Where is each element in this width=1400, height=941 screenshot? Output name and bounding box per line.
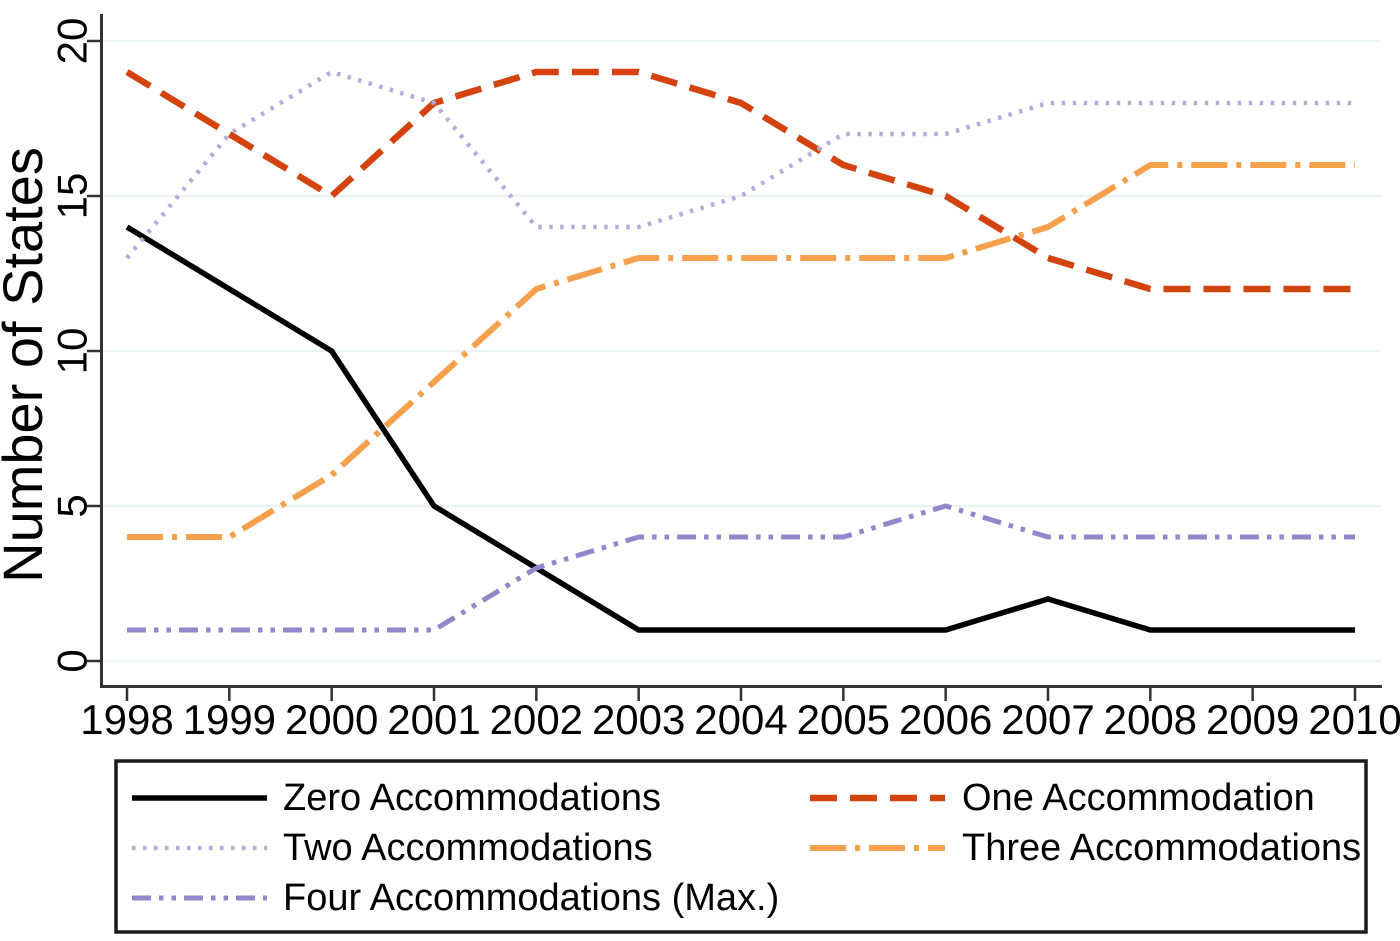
- series-line-three-accommodations: [127, 162, 1355, 540]
- y-axis-ticks: 0 5 10 15 20: [49, 18, 101, 673]
- x-tick-label: 2008: [1104, 696, 1197, 743]
- x-tick-label: 2010: [1308, 696, 1400, 743]
- x-tick-label: 2004: [694, 696, 787, 743]
- x-tick-label: 2000: [285, 696, 378, 743]
- x-axis-ticks: 1998 1999 2000 2001 2002 2003 2004 2005 2006 2007…: [80, 687, 1400, 743]
- x-tick-label: 2001: [387, 696, 480, 743]
- x-tick-label: 2009: [1206, 696, 1299, 743]
- x-tick-label: 1999: [183, 696, 276, 743]
- legend-label-four-accommodations-max: Four Accommodations (Max.): [283, 877, 779, 919]
- x-tick-label: 2007: [1001, 696, 1094, 743]
- y-tick-label: 10: [49, 328, 96, 375]
- series-line-one-accommodation: [125, 68, 1355, 293]
- series-line-zero-accommodations: [125, 224, 1355, 633]
- legend-label-three-accommodations: Three Accommodations: [962, 827, 1361, 869]
- legend-label-zero-accommodations: Zero Accommodations: [283, 777, 661, 819]
- legend-label-one-accommodation: One Accommodation: [962, 777, 1315, 819]
- x-tick-label: 2002: [490, 696, 583, 743]
- y-tick-label: 15: [49, 173, 96, 220]
- legend-label-two-accommodations: Two Accommodations: [283, 827, 653, 869]
- legend: Zero Accommodations Two Accommodations Fou…: [114, 759, 1368, 934]
- x-tick-label: 1998: [80, 696, 173, 743]
- y-tick-label: 5: [49, 494, 96, 517]
- y-tick-label: 20: [49, 18, 96, 65]
- y-tick-label: 0: [49, 649, 96, 672]
- x-tick-label: 2003: [592, 696, 685, 743]
- series-line-two-accommodations: [125, 69, 1355, 260]
- x-tick-label: 2005: [797, 696, 890, 743]
- gridlines: [103, 39, 1381, 663]
- x-tick-label: 2006: [899, 696, 992, 743]
- data-series: [125, 68, 1355, 633]
- y-axis-title: Number of States: [0, 147, 54, 583]
- series-line-four-accommodations-max: [127, 503, 1355, 633]
- legend-box: [114, 759, 1368, 934]
